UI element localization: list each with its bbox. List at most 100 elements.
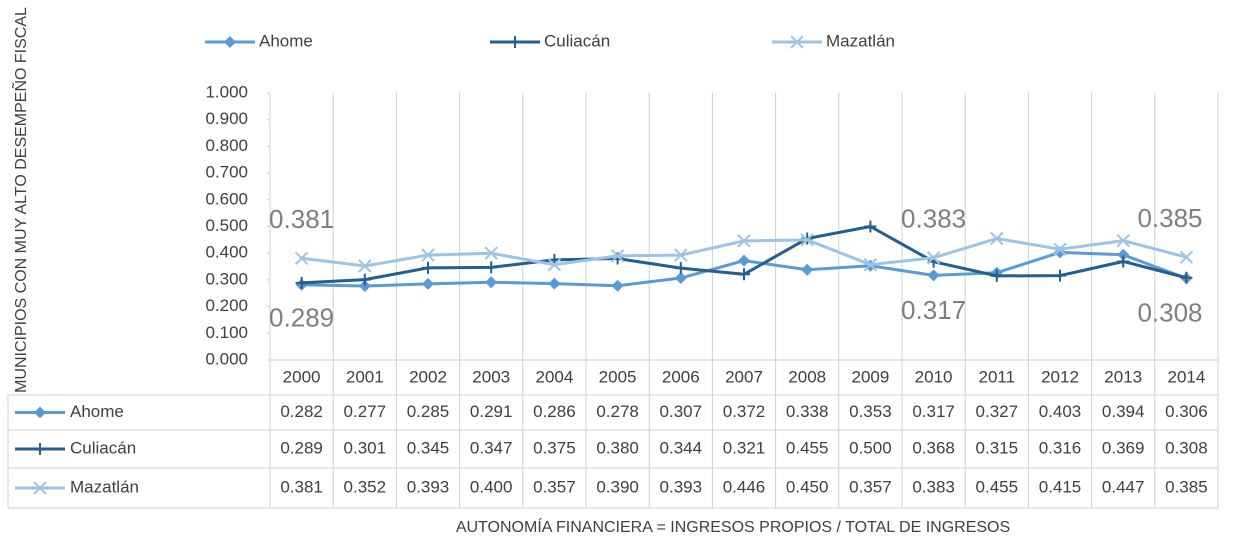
table-cell: 0.316 (1039, 438, 1082, 457)
table-cell: 0.393 (407, 477, 450, 496)
table-cell: 0.327 (976, 402, 1019, 421)
table-row-label: Ahome (70, 402, 124, 421)
table-cell: 0.357 (849, 477, 892, 496)
x-tick-label: 2002 (409, 367, 447, 386)
marker (485, 276, 498, 289)
y-tick-label: 0.000 (205, 349, 248, 368)
marker (1117, 248, 1130, 261)
table-cell: 0.385 (1165, 477, 1208, 496)
data-label: 0.308 (1137, 298, 1202, 328)
data-label: 0.383 (901, 204, 966, 234)
marker (1117, 255, 1130, 268)
table-cell: 0.383 (912, 477, 955, 496)
table-cell: 0.321 (723, 438, 766, 457)
table-cell: 0.415 (1039, 477, 1082, 496)
x-tick-label: 2000 (283, 367, 321, 386)
table-cell: 0.308 (1165, 438, 1208, 457)
marker (801, 263, 814, 276)
marker (1179, 250, 1194, 264)
y-tick-label: 0.700 (205, 163, 248, 182)
table-cell: 0.353 (849, 402, 892, 421)
x-tick-label: 2009 (851, 367, 889, 386)
legend-label: Ahome (259, 31, 313, 50)
marker (34, 406, 46, 419)
table-cell: 0.390 (596, 477, 639, 496)
marker (33, 481, 47, 495)
marker (863, 257, 878, 272)
x-tick-label: 2004 (535, 367, 573, 386)
table-row-label: Culiacán (70, 438, 136, 457)
y-axis-label: MUNICIPIOS CON MUY ALTO DESEMPEÑO FISCAL (10, 7, 30, 393)
x-tick-label: 2001 (346, 367, 384, 386)
marker (990, 231, 1004, 246)
marker (224, 36, 236, 48)
table-cell: 0.291 (470, 402, 513, 421)
table-cell: 0.450 (786, 477, 829, 496)
x-tick-label: 2013 (1104, 367, 1142, 386)
table-cell: 0.345 (407, 438, 450, 457)
y-tick-label: 0.300 (205, 269, 248, 288)
data-label: 0.385 (1137, 203, 1202, 233)
table-cell: 0.315 (976, 438, 1019, 457)
x-tick-label: 2011 (979, 367, 1016, 386)
x-tick-label: 2003 (472, 367, 510, 386)
marker (1054, 269, 1066, 282)
data-label: 0.317 (901, 295, 966, 325)
table-cell: 0.289 (280, 438, 323, 457)
marker (295, 276, 308, 289)
x-tick-label: 2012 (1041, 367, 1079, 386)
table-cell: 0.317 (912, 402, 955, 421)
marker (294, 251, 309, 265)
table-cell: 0.344 (660, 438, 703, 457)
marker (738, 254, 750, 267)
table-cell: 0.381 (280, 477, 323, 496)
table-cell: 0.403 (1039, 402, 1082, 421)
marker (421, 248, 435, 262)
table-cell: 0.352 (344, 477, 387, 496)
table-cell: 0.347 (470, 438, 513, 457)
table-cell: 0.394 (1102, 402, 1145, 421)
marker (358, 259, 372, 273)
table-cell: 0.446 (723, 477, 766, 496)
marker (738, 268, 750, 281)
marker (990, 269, 1003, 282)
y-tick-label: 0.200 (205, 296, 248, 315)
y-tick-label: 0.100 (205, 323, 248, 342)
legend-label: Culiacán (544, 31, 610, 50)
table-cell: 0.285 (407, 402, 450, 421)
x-axis-label: AUTONOMÍA FINANCIERA = INGRESOS PROPIOS … (456, 517, 1010, 536)
table-cell: 0.307 (660, 402, 703, 421)
table-cell: 0.455 (786, 438, 829, 457)
marker (1116, 233, 1130, 248)
table-cell: 0.372 (723, 402, 766, 421)
table-cell: 0.306 (1165, 402, 1208, 421)
table-cell: 0.447 (1102, 477, 1145, 496)
data-label: 0.289 (269, 303, 334, 333)
x-tick-label: 2008 (788, 367, 826, 386)
y-tick-label: 0.900 (205, 109, 248, 128)
marker (422, 277, 434, 290)
y-tick-label: 0.800 (205, 136, 248, 155)
table-cell: 0.500 (849, 438, 892, 457)
table-cell: 0.282 (280, 402, 323, 421)
marker (790, 35, 804, 49)
x-tick-label: 2007 (725, 367, 763, 386)
marker (358, 280, 371, 293)
marker (484, 246, 498, 260)
data-label: 0.381 (269, 204, 334, 234)
marker (509, 36, 521, 48)
x-tick-label: 2014 (1167, 367, 1205, 386)
marker (1180, 271, 1193, 284)
marker (927, 269, 940, 282)
legend-label: Mazatlán (826, 31, 895, 50)
table-row-label: Mazatlán (70, 477, 139, 496)
table-cell: 0.278 (596, 402, 639, 421)
table-cell: 0.338 (786, 402, 829, 421)
table-cell: 0.455 (976, 477, 1019, 496)
table-cell: 0.400 (470, 477, 513, 496)
marker (737, 234, 751, 248)
marker (422, 261, 434, 274)
marker (358, 273, 371, 286)
marker (926, 251, 941, 265)
